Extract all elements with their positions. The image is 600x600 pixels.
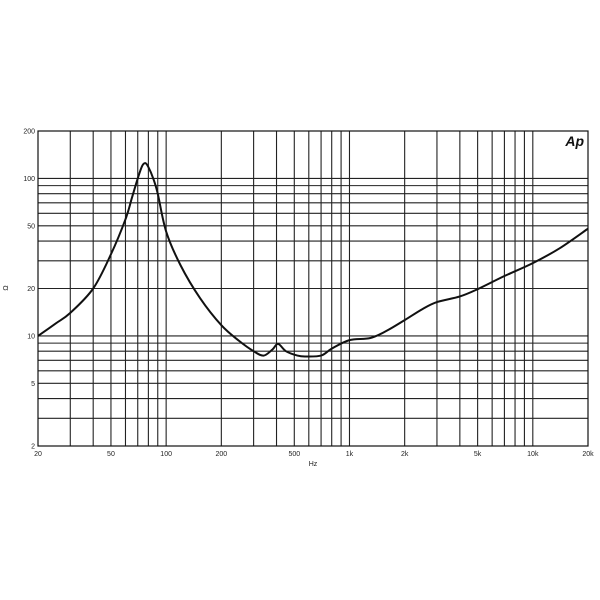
x-tick-label: 100	[160, 451, 172, 458]
x-tick-label: 20k	[582, 451, 594, 458]
x-tick-label: 2k	[401, 451, 409, 458]
x-tick-label: 20	[34, 451, 42, 458]
y-tick-labels: 200 100 50 20 10 5 2	[23, 129, 35, 451]
x-tick-label: 5k	[474, 451, 482, 458]
y-axis-label: Ω	[3, 285, 10, 290]
y-tick-label: 10	[27, 333, 35, 340]
y-tick-label: 5	[31, 381, 35, 388]
x-tick-labels: 20 50 100 200 500 1k 2k 5k 10k 20k	[34, 451, 594, 458]
series-line-impedance	[37, 162, 589, 358]
y-tick-label: 20	[27, 286, 35, 293]
y-tick-label: 200	[23, 129, 35, 136]
x-tick-label: 10k	[527, 451, 539, 458]
x-tick-label: 200	[215, 451, 227, 458]
plot-frame	[37, 130, 589, 447]
grid	[38, 131, 588, 446]
x-tick-label: 50	[107, 451, 115, 458]
y-tick-label: 50	[27, 223, 35, 230]
x-tick-label: 1k	[346, 451, 354, 458]
y-tick-label: 2	[31, 444, 35, 451]
ap-logo: Ap	[564, 133, 584, 149]
x-axis-label: Hz	[309, 461, 318, 468]
x-tick-label: 500	[288, 451, 300, 458]
y-tick-label: 100	[23, 176, 35, 183]
